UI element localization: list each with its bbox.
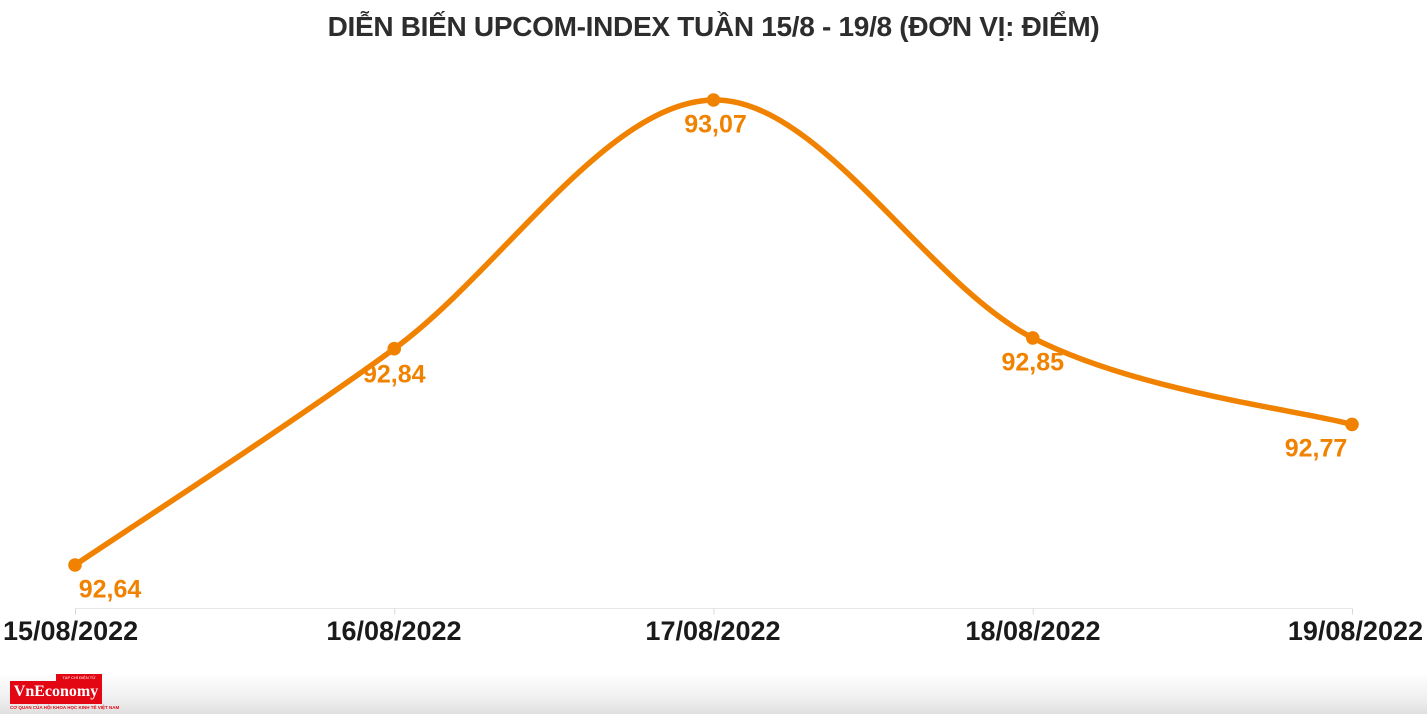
data-label-19-08: 92,77 [1284, 434, 1348, 463]
x-axis-label-18-08: 18/08/2022 [965, 616, 1101, 646]
x-axis-label-17-08: 17/08/2022 [645, 616, 781, 646]
data-label-18-08: 92,85 [1001, 348, 1065, 377]
vneconomy-logo: TẠP CHÍ ĐIỆN TỬ VnEconomy CƠ QUAN CỦA HỘ… [10, 674, 120, 711]
logo-wordmark: VnEconomy [10, 681, 102, 704]
x-axis-label-19-08: 19/08/2022 [1287, 616, 1423, 646]
logo-tab-text: TẠP CHÍ ĐIỆN TỬ [56, 674, 102, 681]
chart-title: DIỄN BIẾN UPCOM-INDEX TUẦN 15/8 - 19/8 (… [327, 11, 1100, 42]
logo-tagline: CƠ QUAN CỦA HỘI KHOA HỌC KINH TẾ VIỆT NA… [10, 705, 120, 710]
data-label-17-08: 93,07 [684, 110, 747, 139]
data-label-15-08: 92,64 [78, 575, 142, 604]
x-axis-label-15-08: 15/08/2022 [3, 616, 139, 646]
data-label-16-08: 92,84 [362, 360, 426, 389]
footer-bar: TẠP CHÍ ĐIỆN TỬ VnEconomy CƠ QUAN CỦA HỘ… [0, 674, 1427, 714]
x-axis-label-16-08: 16/08/2022 [326, 616, 462, 646]
